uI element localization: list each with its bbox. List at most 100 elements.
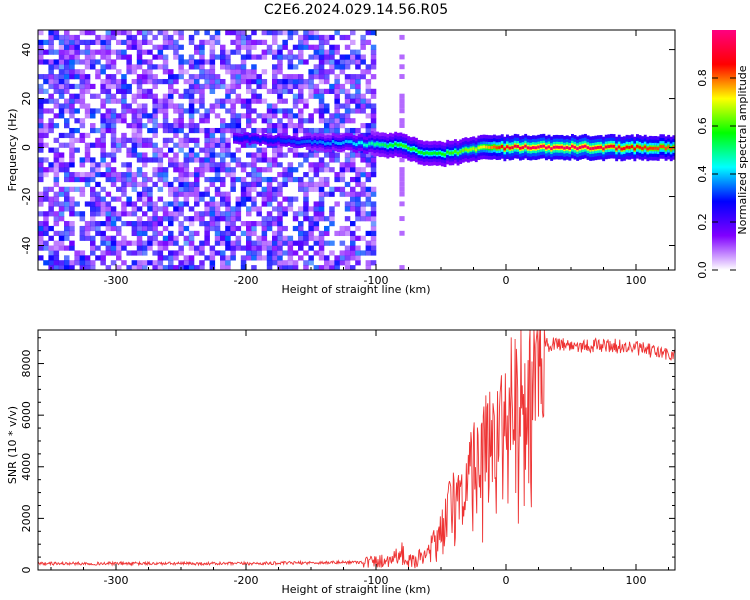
heatmap-cell [157,147,164,153]
heatmap-cell [308,181,314,188]
heatmap-cell [339,123,346,129]
heatmap-cell [183,123,190,129]
heatmap-cell [240,127,247,134]
heatmap-cell [69,132,75,139]
heatmap-cell [355,206,361,212]
heatmap-cell [38,74,44,80]
heatmap-cell [298,34,304,41]
heatmap-cell [147,64,153,70]
heatmap-cell [261,127,268,134]
heatmap-cell [84,78,91,85]
heatmap-cell [209,265,216,271]
heatmap-cell [136,225,143,232]
heatmap-cell [318,176,325,183]
heatmap-cell [277,54,283,60]
heatmap-cell [173,118,179,124]
heatmap-cell [303,196,309,202]
heatmap-cell [324,240,330,246]
heatmap-cell [131,225,138,232]
signal-band-cell [467,148,470,152]
heatmap-cell [188,191,195,197]
heatmap-cell [188,108,195,114]
heatmap-cell [58,167,65,173]
heatmap-cell [204,225,210,232]
heatmap-cell [360,191,366,197]
heatmap-cell [313,225,320,232]
heatmap-cell [365,211,372,217]
heatmap-cell [168,255,174,261]
heatmap-cell [142,176,148,183]
heatmap-cell [173,240,179,246]
heatmap-cell [147,196,153,202]
heatmap-cell [131,123,138,129]
heatmap-cell [183,108,190,114]
heatmap-cell [131,186,138,192]
heatmap-cell [282,44,288,50]
heatmap-cell [225,108,231,114]
heatmap-cell [199,250,205,256]
heatmap-cell [79,123,86,129]
heatmap-cell [131,250,138,256]
signal-band-cell [259,139,262,142]
heatmap-cell [48,245,54,251]
heatmap-cell [261,196,268,202]
heatmap-cell [246,83,252,90]
heatmap-cell [344,113,351,119]
heatmap-cell [303,39,309,45]
heatmap-cell [235,127,242,134]
heatmap-cell [246,88,252,94]
heatmap-cell [240,201,247,207]
heatmap-cell [370,113,377,119]
heatmap-cell [136,167,143,173]
heatmap-cell [292,265,299,271]
heatmap-cell [48,196,54,202]
heatmap-cell [58,103,65,109]
heatmap-cell [266,201,273,207]
heatmap-cell [90,162,96,168]
signal-band-cell [344,139,348,143]
heatmap-cell [126,201,132,207]
heatmap-cell [246,162,252,168]
heatmap-cell [329,250,335,256]
heatmap-cell [199,265,205,271]
heatmap-cell [147,206,153,212]
heatmap-cell [126,250,132,256]
signal-band-cell [240,137,244,141]
heatmap-cell [79,211,86,217]
heatmap-cell [308,54,314,60]
heatmap-cell [287,113,294,119]
heatmap-cell [230,74,236,80]
heatmap-cell [350,108,356,114]
signal-band-cell [552,145,556,149]
heatmap-cell [355,250,361,256]
signal-band-cell [493,145,496,149]
heatmap-cell [214,113,221,119]
heatmap-cell [334,230,340,237]
heatmap-cell [225,221,231,227]
heatmap-cell [95,162,101,168]
heatmap-cell [251,186,257,192]
heatmap-cell [79,132,86,139]
heatmap-cell [43,167,49,173]
heatmap-cell [209,132,216,139]
heatmap-cell [355,167,361,173]
heatmap-cell [370,221,377,227]
signal-band-cell [589,147,593,151]
heatmap-cell [110,98,117,104]
heatmap-cell [329,240,335,246]
heatmap-cell [235,30,242,36]
heatmap-cell [225,167,231,173]
heatmap-cell [344,230,351,237]
heatmap-cell [90,93,96,99]
heatmap-cell [360,250,366,256]
heatmap-cell [214,211,221,217]
heatmap-cell [282,98,288,104]
heatmap-cell [173,142,179,148]
heatmap-cell [214,221,221,227]
heatmap-cell [360,152,366,158]
heatmap-cell [58,69,65,75]
heatmap-cell [355,127,361,134]
heatmap-cell [58,216,65,222]
heatmap-cell [266,255,273,261]
heatmap-cell [298,221,304,227]
